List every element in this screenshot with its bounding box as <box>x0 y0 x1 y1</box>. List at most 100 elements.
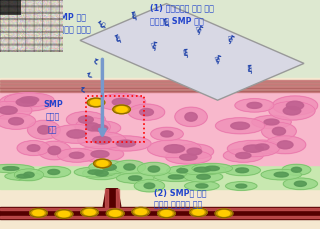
Ellipse shape <box>91 100 102 106</box>
Ellipse shape <box>106 209 124 218</box>
Ellipse shape <box>236 184 247 188</box>
Bar <box>86 96 144 142</box>
Ellipse shape <box>79 121 121 136</box>
Ellipse shape <box>148 140 201 158</box>
Ellipse shape <box>196 184 208 188</box>
Ellipse shape <box>76 147 124 162</box>
Ellipse shape <box>193 210 204 215</box>
Text: 꼭: 꼭 <box>183 50 188 56</box>
Ellipse shape <box>5 172 42 181</box>
Ellipse shape <box>20 97 39 104</box>
Ellipse shape <box>140 109 153 116</box>
Ellipse shape <box>294 181 306 187</box>
Ellipse shape <box>282 165 311 176</box>
Ellipse shape <box>124 164 135 170</box>
Ellipse shape <box>197 175 210 180</box>
Ellipse shape <box>3 167 19 171</box>
Bar <box>0 216 320 218</box>
Ellipse shape <box>0 94 53 112</box>
Ellipse shape <box>91 151 109 158</box>
Ellipse shape <box>89 161 130 174</box>
Text: 꼭: 꼭 <box>151 43 156 49</box>
Ellipse shape <box>5 93 54 107</box>
Ellipse shape <box>97 161 108 166</box>
Ellipse shape <box>148 166 160 172</box>
Ellipse shape <box>69 153 84 159</box>
Ellipse shape <box>29 209 47 217</box>
Ellipse shape <box>87 99 105 107</box>
Bar <box>0 93 320 165</box>
Ellipse shape <box>0 114 36 130</box>
Ellipse shape <box>269 102 315 120</box>
Ellipse shape <box>134 180 164 192</box>
Ellipse shape <box>132 207 150 216</box>
Ellipse shape <box>265 136 306 154</box>
Ellipse shape <box>24 172 34 178</box>
Ellipse shape <box>112 99 131 106</box>
Bar <box>0 81 320 82</box>
Ellipse shape <box>192 164 233 174</box>
Ellipse shape <box>27 145 40 152</box>
Ellipse shape <box>0 165 34 173</box>
Ellipse shape <box>14 169 44 181</box>
Ellipse shape <box>17 141 50 156</box>
Ellipse shape <box>226 182 257 191</box>
Bar <box>0 164 320 189</box>
Ellipse shape <box>164 145 185 153</box>
Ellipse shape <box>185 113 197 122</box>
Ellipse shape <box>165 151 211 164</box>
Ellipse shape <box>116 140 135 147</box>
Ellipse shape <box>109 211 121 216</box>
Ellipse shape <box>28 121 60 140</box>
Ellipse shape <box>138 163 170 176</box>
Ellipse shape <box>283 107 301 115</box>
Text: ξ: ξ <box>183 48 188 57</box>
Ellipse shape <box>102 165 116 171</box>
Ellipse shape <box>58 149 96 163</box>
Text: ξ: ξ <box>214 55 221 65</box>
Ellipse shape <box>0 102 32 120</box>
Text: 꼭: 꼭 <box>132 13 137 19</box>
Ellipse shape <box>144 183 155 189</box>
Ellipse shape <box>113 161 146 174</box>
Bar <box>105 189 108 207</box>
Ellipse shape <box>0 107 17 115</box>
Bar <box>0 92 320 93</box>
Ellipse shape <box>128 105 165 121</box>
Ellipse shape <box>48 170 60 175</box>
Polygon shape <box>80 5 304 101</box>
Ellipse shape <box>116 173 154 183</box>
Text: 꼭: 꼭 <box>228 36 233 42</box>
Bar <box>0 208 320 210</box>
Text: 꼭: 꼭 <box>196 27 201 33</box>
Ellipse shape <box>17 174 30 178</box>
Text: ξ: ξ <box>163 18 170 28</box>
Text: ξ: ξ <box>194 25 203 35</box>
Ellipse shape <box>177 169 188 173</box>
Ellipse shape <box>236 168 249 173</box>
Bar <box>0 87 320 89</box>
Text: SMP
진피로
확산: SMP 진피로 확산 <box>43 100 63 134</box>
Text: ξ: ξ <box>115 34 122 44</box>
Ellipse shape <box>227 141 279 157</box>
Ellipse shape <box>194 167 211 172</box>
Bar <box>0 207 320 219</box>
Ellipse shape <box>55 210 73 218</box>
Ellipse shape <box>161 131 173 137</box>
Ellipse shape <box>277 141 293 149</box>
Ellipse shape <box>86 123 100 131</box>
Ellipse shape <box>286 102 304 110</box>
Ellipse shape <box>9 118 23 125</box>
Ellipse shape <box>83 167 121 180</box>
Ellipse shape <box>262 123 296 140</box>
Ellipse shape <box>38 142 71 160</box>
Bar <box>0 85 320 86</box>
Ellipse shape <box>189 208 207 217</box>
Ellipse shape <box>84 210 95 215</box>
Text: ξ: ξ <box>81 86 85 92</box>
Ellipse shape <box>179 165 226 175</box>
Ellipse shape <box>48 147 61 155</box>
Text: 꼭: 꼭 <box>247 66 252 72</box>
Bar <box>0 89 320 90</box>
Bar <box>0 90 320 91</box>
